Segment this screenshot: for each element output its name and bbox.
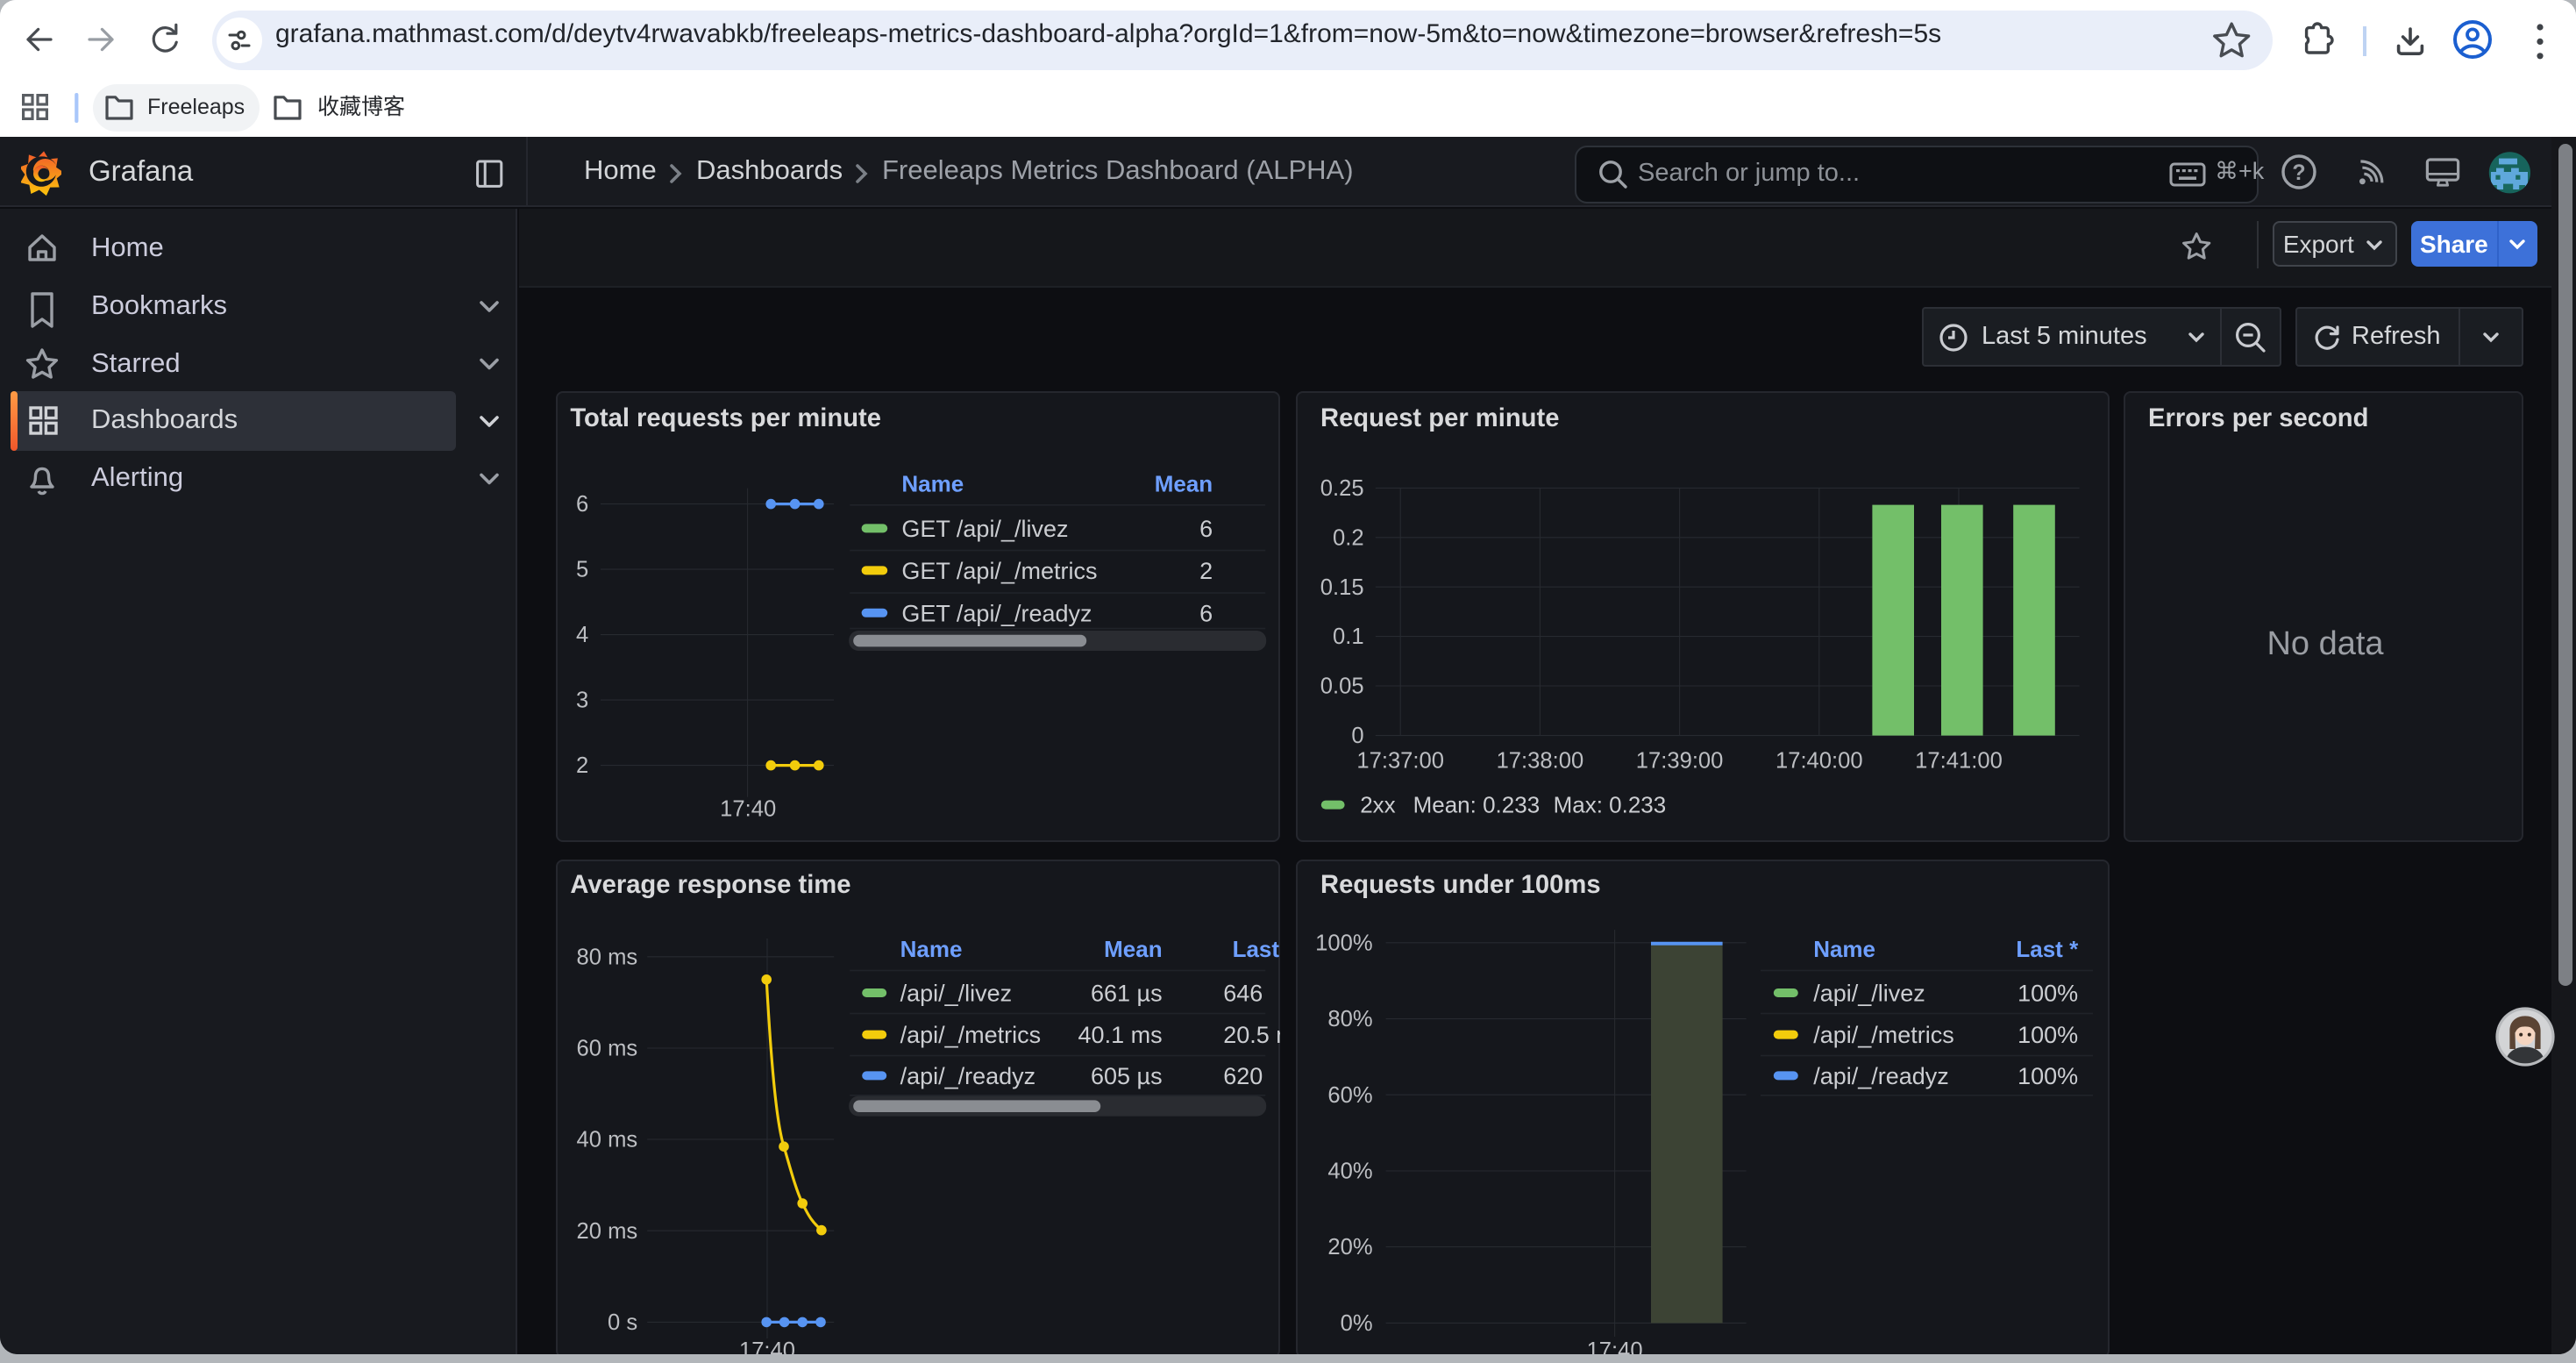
svg-text:Last *: Last * xyxy=(1233,936,1280,962)
svg-text:?: ? xyxy=(2292,161,2305,185)
svg-text:/api/_/readyz: /api/_/readyz xyxy=(1814,1063,1950,1089)
svg-text:2: 2 xyxy=(577,753,589,778)
svg-text:17:40: 17:40 xyxy=(721,796,777,821)
svg-text:Last *: Last * xyxy=(2017,936,2080,962)
svg-text:/api/_/livez: /api/_/livez xyxy=(1814,981,1926,1007)
svg-text:17:37:00: 17:37:00 xyxy=(1357,748,1445,773)
svg-text:GET /api/_/metrics: GET /api/_/metrics xyxy=(902,557,1098,583)
svg-text:17:41:00: 17:41:00 xyxy=(1916,748,2003,773)
svg-text:20 ms: 20 ms xyxy=(577,1219,638,1244)
svg-text:Max: 0.233: Max: 0.233 xyxy=(1554,791,1667,817)
svg-text:100%: 100% xyxy=(2018,1022,2079,1048)
svg-text:0.2: 0.2 xyxy=(1333,525,1364,550)
svg-text:Name: Name xyxy=(902,470,964,496)
svg-text:60%: 60% xyxy=(1328,1083,1373,1108)
svg-text:40%: 40% xyxy=(1328,1160,1373,1184)
svg-text:0.1: 0.1 xyxy=(1333,624,1364,649)
svg-text:100%: 100% xyxy=(2018,981,2079,1007)
svg-text:0%: 0% xyxy=(1341,1311,1373,1336)
svg-text:17:40:00: 17:40:00 xyxy=(1775,748,1863,773)
svg-text:4: 4 xyxy=(577,623,589,647)
svg-text:GET /api/_/readyz: GET /api/_/readyz xyxy=(902,600,1092,626)
svg-text:6: 6 xyxy=(1200,600,1213,626)
svg-text:0.15: 0.15 xyxy=(1320,574,1364,599)
svg-text:100%: 100% xyxy=(1316,931,1373,955)
svg-text:17:40: 17:40 xyxy=(740,1338,796,1354)
svg-text:0.05: 0.05 xyxy=(1320,674,1364,698)
svg-text:40.1 ms: 40.1 ms xyxy=(1078,1022,1163,1048)
svg-text:6: 6 xyxy=(1200,515,1213,541)
svg-text:3: 3 xyxy=(577,688,589,712)
svg-text:Name: Name xyxy=(900,936,963,962)
svg-text:Mean: Mean xyxy=(1156,470,1213,496)
svg-text:0 s: 0 s xyxy=(608,1310,638,1335)
svg-text:80%: 80% xyxy=(1328,1007,1373,1031)
svg-text:GET /api/_/livez: GET /api/_/livez xyxy=(902,515,1069,541)
svg-text:100%: 100% xyxy=(2018,1063,2079,1089)
svg-text:/api/_/livez: /api/_/livez xyxy=(900,981,1013,1007)
svg-text:/api/_/metrics: /api/_/metrics xyxy=(1814,1022,1955,1048)
svg-text:Mean: 0.233: Mean: 0.233 xyxy=(1413,791,1541,817)
svg-text:20%: 20% xyxy=(1328,1235,1373,1260)
svg-text:646: 646 xyxy=(1224,981,1263,1007)
svg-text:17:38:00: 17:38:00 xyxy=(1497,748,1584,773)
svg-text:/api/_/metrics: /api/_/metrics xyxy=(900,1022,1042,1048)
svg-text:80 ms: 80 ms xyxy=(577,945,638,969)
svg-text:Mean: Mean xyxy=(1105,936,1163,962)
svg-text:20.5 m: 20.5 m xyxy=(1224,1022,1280,1048)
svg-text:40 ms: 40 ms xyxy=(577,1128,638,1152)
svg-text:5: 5 xyxy=(577,557,589,582)
svg-text:17:40: 17:40 xyxy=(1587,1338,1643,1354)
svg-text:0.25: 0.25 xyxy=(1320,475,1364,500)
svg-text:620: 620 xyxy=(1224,1063,1263,1089)
svg-text:6: 6 xyxy=(577,492,589,517)
svg-text:60 ms: 60 ms xyxy=(577,1037,638,1061)
svg-text:Name: Name xyxy=(1814,936,1876,962)
svg-text:605 µs: 605 µs xyxy=(1092,1063,1163,1089)
svg-text:17:39:00: 17:39:00 xyxy=(1636,748,1724,773)
svg-text:0: 0 xyxy=(1352,724,1364,748)
svg-text:/api/_/readyz: /api/_/readyz xyxy=(900,1063,1036,1089)
svg-text:661 µs: 661 µs xyxy=(1092,981,1163,1007)
svg-text:2: 2 xyxy=(1200,557,1213,583)
svg-text:2xx: 2xx xyxy=(1361,791,1396,817)
